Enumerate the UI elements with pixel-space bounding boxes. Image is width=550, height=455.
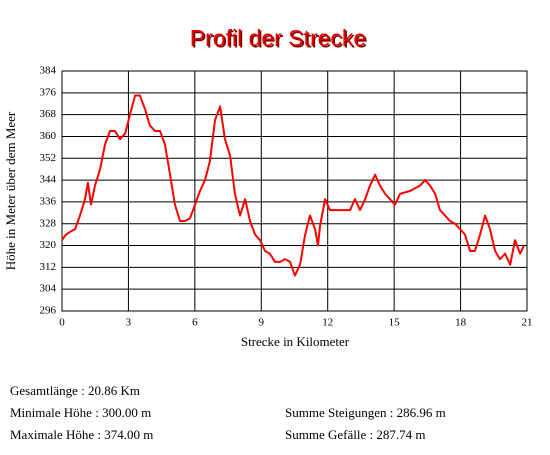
stat: Gesamtlänge : 20.86 Km [10, 383, 140, 398]
y-tick-label: 336 [40, 195, 57, 207]
x-tick-label: 18 [455, 317, 467, 329]
y-tick-label: 296 [40, 305, 57, 317]
y-tick-label: 352 [40, 152, 57, 164]
y-tick-label: 304 [40, 283, 57, 295]
x-tick-label: 9 [259, 317, 265, 329]
chart-title-shadow: Profil der Strecke [191, 27, 367, 53]
stat: Summe Steigungen : 286.96 m [285, 405, 446, 420]
y-tick-label: 376 [40, 86, 57, 98]
y-tick-label: 368 [40, 108, 57, 120]
profile-line [61, 94, 525, 277]
y-tick-label: 312 [40, 261, 57, 273]
x-tick-label: 21 [522, 317, 533, 329]
plot-area [61, 70, 528, 312]
y-tick-label: 320 [40, 239, 57, 251]
stat: Minimale Höhe : 300.00 m [10, 405, 151, 420]
y-tick-label: 360 [40, 130, 57, 142]
x-tick-label: 12 [322, 317, 333, 329]
y-tick-label: 384 [40, 65, 57, 77]
x-tick-label: 6 [192, 317, 198, 329]
stat: Summe Gefälle : 287.74 m [285, 427, 425, 442]
y-axis-label: Höhe in Meter über dem Meer [3, 111, 18, 270]
y-tick-label: 328 [40, 217, 57, 229]
x-tick-label: 0 [59, 317, 65, 329]
x-tick-label: 3 [126, 317, 132, 329]
x-tick-label: 15 [389, 317, 401, 329]
stat: Maximale Höhe : 374.00 m [10, 427, 153, 442]
chart-title: Profil der Strecke [190, 25, 366, 51]
x-axis-label: Strecke in Kilometer [241, 334, 350, 349]
y-tick-label: 344 [40, 174, 57, 186]
